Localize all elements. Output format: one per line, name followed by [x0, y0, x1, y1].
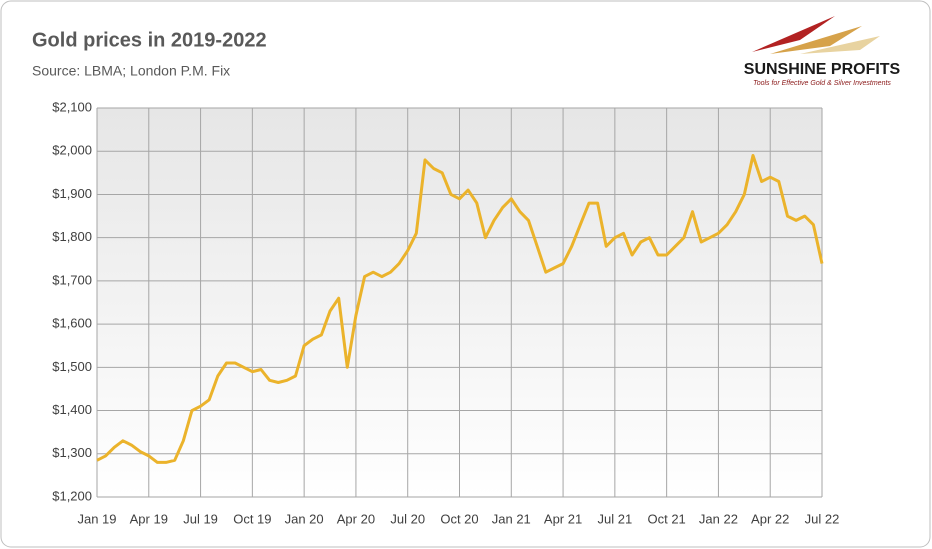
- x-tick-label: Jul 21: [598, 511, 633, 526]
- y-tick-label: $1,500: [52, 359, 92, 374]
- logo-swoosh: [800, 36, 880, 54]
- x-tick-label: Apr 22: [751, 511, 789, 526]
- logo-swoosh: [752, 16, 835, 52]
- y-tick-label: $2,000: [52, 143, 92, 158]
- chart-subtitle: Source: LBMA; London P.M. Fix: [32, 63, 230, 79]
- x-tick-label: Jan 21: [492, 511, 531, 526]
- y-tick-label: $2,100: [52, 99, 92, 114]
- x-tick-label: Apr 19: [130, 511, 168, 526]
- y-tick-label: $1,300: [52, 445, 92, 460]
- y-tick-label: $1,600: [52, 316, 92, 331]
- x-tick-label: Jan 19: [77, 511, 116, 526]
- x-tick-label: Jan 20: [285, 511, 324, 526]
- x-tick-label: Apr 20: [337, 511, 375, 526]
- x-tick-label: Oct 19: [233, 511, 271, 526]
- x-tick-label: Apr 21: [544, 511, 582, 526]
- logo-swoosh: [770, 26, 862, 54]
- y-tick-label: $1,400: [52, 402, 92, 417]
- x-tick-label: Jan 22: [699, 511, 738, 526]
- y-tick-label: $1,200: [52, 488, 92, 503]
- x-tick-label: Jul 20: [390, 511, 425, 526]
- price-line: [96, 154, 824, 464]
- logo: SUNSHINE PROFITS Tools for Effective Gol…: [744, 16, 901, 87]
- chart-title: Gold prices in 2019-2022: [32, 29, 267, 51]
- x-tick-label: Oct 21: [647, 511, 685, 526]
- x-tick-label: Jul 22: [805, 511, 840, 526]
- x-tick-label: Jul 19: [183, 511, 218, 526]
- x-tick-label: Oct 20: [440, 511, 478, 526]
- y-tick-label: $1,900: [52, 186, 92, 201]
- y-tick-label: $1,800: [52, 229, 92, 244]
- logo-tagline: Tools for Effective Gold & Silver Invest…: [753, 80, 891, 87]
- logo-name: SUNSHINE PROFITS: [744, 61, 901, 78]
- y-tick-label: $1,700: [52, 272, 92, 287]
